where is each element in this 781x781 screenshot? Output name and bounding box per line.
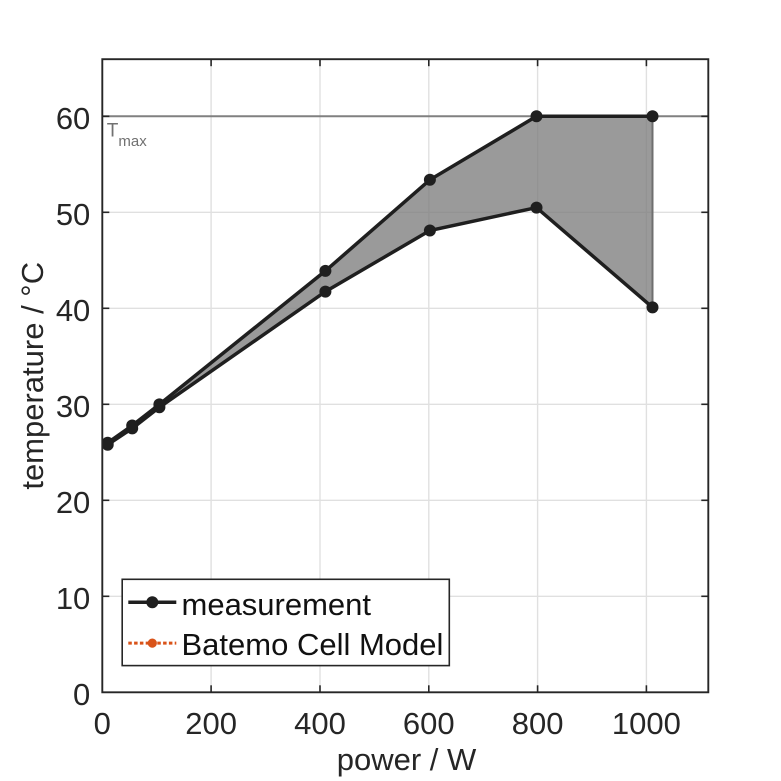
svg-text:30: 30 <box>56 389 90 424</box>
svg-text:20: 20 <box>56 485 90 520</box>
svg-text:800: 800 <box>512 706 564 741</box>
svg-text:temperature / °C: temperature / °C <box>15 262 50 490</box>
svg-text:0: 0 <box>73 677 90 712</box>
svg-text:60: 60 <box>56 101 90 136</box>
svg-text:0: 0 <box>94 706 111 741</box>
svg-text:measurement: measurement <box>182 587 372 622</box>
svg-text:40: 40 <box>56 293 90 328</box>
svg-text:400: 400 <box>294 706 346 741</box>
svg-text:Batemo Cell Model: Batemo Cell Model <box>182 627 444 662</box>
svg-text:600: 600 <box>403 706 455 741</box>
svg-text:1000: 1000 <box>612 706 681 741</box>
svg-text:200: 200 <box>185 706 237 741</box>
svg-text:10: 10 <box>56 581 90 616</box>
svg-text:50: 50 <box>56 197 90 232</box>
svg-text:power / W: power / W <box>337 742 477 777</box>
